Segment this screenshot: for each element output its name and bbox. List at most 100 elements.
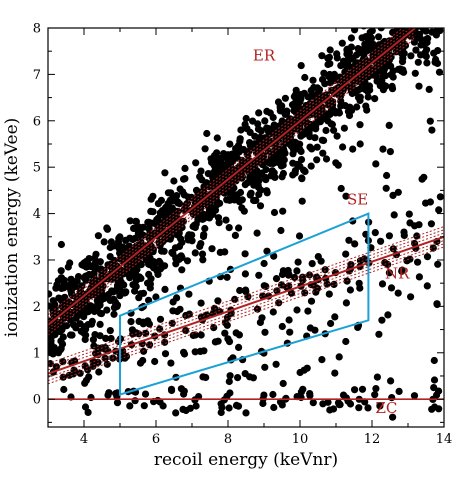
- data-point: [111, 298, 119, 306]
- data-point: [146, 280, 154, 288]
- data-point: [411, 69, 419, 77]
- data-point: [191, 249, 199, 257]
- data-point: [258, 161, 267, 169]
- y-tick-label: 2: [33, 300, 41, 315]
- y-tick-label: 6: [33, 114, 41, 129]
- data-point: [347, 34, 355, 42]
- data-point: [333, 132, 341, 140]
- data-point: [439, 12, 446, 19]
- data-point: [347, 260, 355, 269]
- band-label-nr: NR: [385, 265, 410, 283]
- data-point: [106, 243, 114, 252]
- data-point: [241, 270, 249, 278]
- data-point: [151, 357, 159, 366]
- data-point: [84, 308, 92, 316]
- data-point: [269, 308, 277, 316]
- data-point: [244, 151, 252, 159]
- data-point: [107, 238, 115, 246]
- data-point: [57, 284, 66, 292]
- data-point: [393, 45, 401, 53]
- data-point: [371, 95, 379, 103]
- data-point: [231, 231, 239, 239]
- data-point: [279, 169, 287, 178]
- data-point: [57, 240, 65, 249]
- data-point: [308, 260, 316, 268]
- data-point: [434, 28, 442, 32]
- data-point: [76, 287, 85, 295]
- data-point: [347, 85, 356, 93]
- data-point: [348, 21, 355, 28]
- data-point: [285, 270, 293, 279]
- data-point: [179, 405, 187, 413]
- data-point: [250, 196, 258, 205]
- data-point: [371, 229, 379, 237]
- data-point: [192, 220, 200, 228]
- y-tick-label: 0: [33, 393, 41, 408]
- data-point: [209, 156, 217, 164]
- data-point: [351, 386, 359, 394]
- data-point: [279, 207, 287, 215]
- data-point: [98, 286, 106, 294]
- data-point: [94, 304, 102, 312]
- data-point: [131, 397, 139, 405]
- data-point: [225, 224, 233, 232]
- data-point: [406, 219, 414, 227]
- data-point: [152, 220, 160, 228]
- data-point: [150, 264, 158, 272]
- data-point: [235, 331, 243, 339]
- data-point: [378, 316, 386, 324]
- data-point: [131, 234, 139, 242]
- data-point: [180, 348, 188, 356]
- data-point: [268, 167, 276, 175]
- data-point: [423, 253, 432, 261]
- data-point: [313, 156, 321, 164]
- data-point: [430, 49, 438, 57]
- x-tick-label: 10: [292, 432, 309, 447]
- data-point: [182, 327, 190, 335]
- data-point: [426, 117, 434, 125]
- band-dotted-line: [48, 232, 444, 371]
- data-point: [291, 138, 299, 146]
- data-point: [154, 200, 162, 208]
- data-point: [293, 98, 301, 106]
- data-point: [343, 59, 351, 67]
- data-point: [224, 153, 233, 161]
- data-point: [213, 134, 221, 142]
- data-point: [354, 86, 362, 95]
- data-point: [104, 391, 112, 399]
- data-point: [387, 284, 396, 292]
- data-point: [419, 18, 426, 25]
- data-point: [297, 62, 305, 70]
- data-point: [321, 80, 329, 88]
- data-point: [169, 307, 177, 315]
- data-point: [225, 338, 234, 346]
- data-point: [94, 232, 102, 240]
- data-point: [137, 290, 145, 298]
- data-point: [188, 237, 196, 245]
- data-point: [376, 402, 384, 410]
- data-point: [333, 50, 341, 58]
- data-point: [51, 303, 60, 311]
- band-dotted-line: [48, 243, 444, 382]
- data-point: [379, 86, 387, 94]
- data-point: [434, 20, 441, 27]
- data-point: [396, 65, 404, 73]
- data-point: [252, 175, 260, 183]
- data-point: [405, 28, 408, 29]
- band-dotted-line: [48, 28, 408, 319]
- band-dotted-line: [48, 240, 444, 378]
- data-point: [349, 55, 357, 63]
- y-ticks: 0 1 2 3 4 5 6 7 8: [33, 22, 444, 423]
- data-point: [337, 102, 345, 110]
- data-point: [283, 107, 291, 115]
- y-tick-label: 8: [33, 22, 41, 37]
- data-point: [366, 86, 374, 94]
- data-point: [48, 342, 54, 350]
- data-point: [421, 20, 428, 27]
- data-point: [423, 282, 431, 290]
- data-point: [251, 132, 259, 140]
- data-point: [181, 164, 189, 172]
- signal-region-group: [119, 212, 370, 396]
- data-point: [364, 404, 372, 412]
- data-point: [200, 183, 208, 191]
